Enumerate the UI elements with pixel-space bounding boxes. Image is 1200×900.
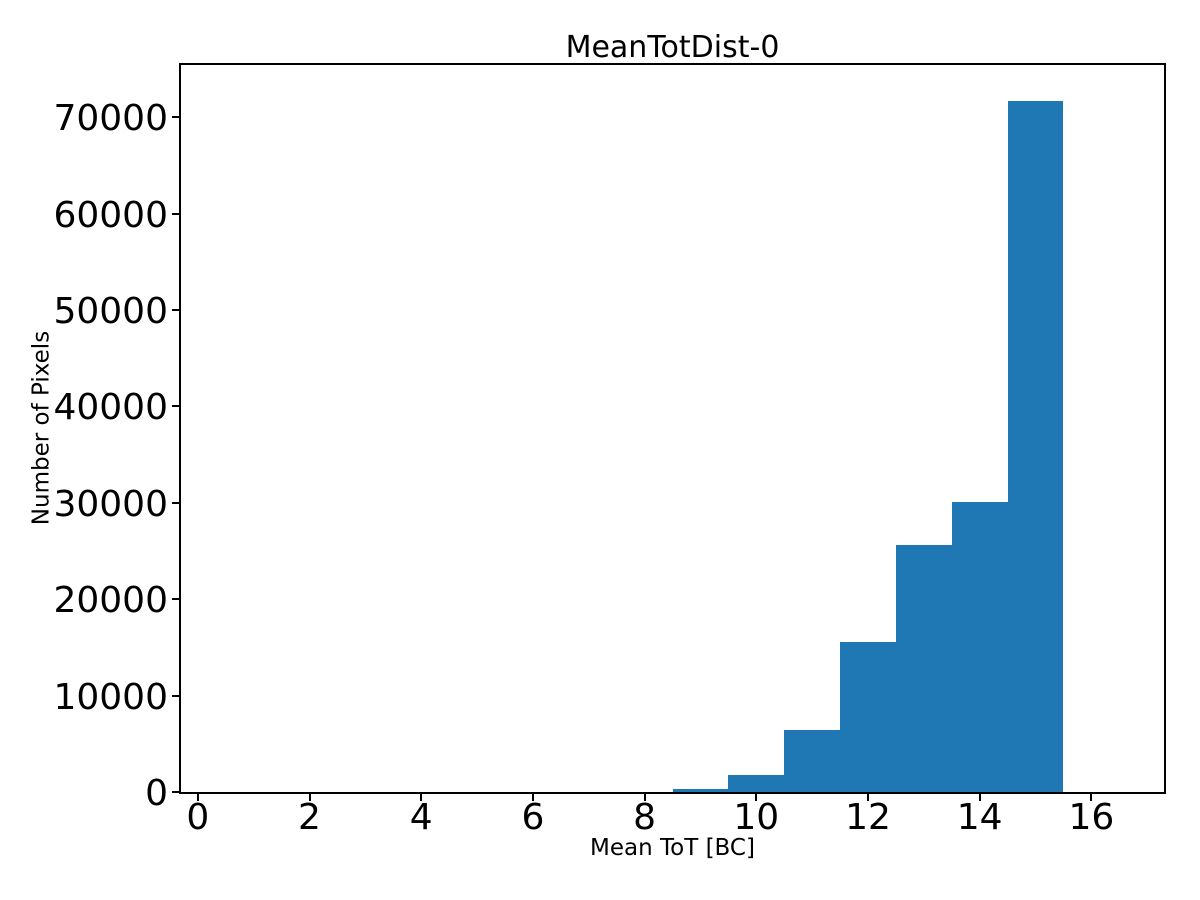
x-tick-mark (420, 794, 423, 801)
x-axis-label: Mean ToT [BC] (590, 835, 755, 861)
x-tick-label: 16 (1068, 797, 1115, 838)
y-tick-mark (172, 116, 179, 119)
x-tick-label: 2 (298, 797, 321, 838)
y-tick-mark (172, 694, 179, 697)
histogram-bar (895, 544, 952, 792)
x-tick-mark (643, 794, 646, 801)
histogram-bar (1007, 101, 1064, 792)
x-tick-mark (978, 794, 981, 801)
y-tick-label: 70000 (53, 98, 168, 140)
y-tick-label: 60000 (53, 194, 168, 236)
chart-title: MeanTotDist-0 (565, 30, 780, 65)
histogram-bar (672, 789, 729, 792)
histogram-bar (728, 775, 785, 792)
y-tick-mark (172, 212, 179, 215)
x-tick-mark (308, 794, 311, 801)
y-tick-mark (172, 501, 179, 504)
x-tick-mark (1090, 794, 1093, 801)
histogram-bar (840, 642, 896, 792)
histogram-bar (784, 729, 841, 792)
x-tick-mark (531, 794, 534, 801)
x-tick-label: 0 (186, 797, 210, 838)
y-axis-label: Number of Pixels (28, 330, 55, 526)
y-tick-mark (172, 405, 179, 408)
y-tick-label: 20000 (53, 580, 168, 622)
y-tick-mark (172, 308, 179, 311)
x-tick-mark (755, 794, 758, 801)
y-tick-label: 30000 (53, 483, 168, 525)
y-tick-mark (172, 598, 179, 601)
y-tick-label: 40000 (53, 387, 168, 429)
x-tick-mark (867, 794, 869, 801)
x-tick-label: 4 (409, 797, 433, 838)
x-tick-label: 12 (845, 797, 891, 838)
histogram-bar (951, 502, 1008, 792)
x-tick-label: 14 (956, 797, 1003, 838)
y-tick-label: 50000 (53, 290, 168, 332)
y-tick-label: 10000 (53, 676, 168, 718)
y-tick-mark (172, 791, 179, 793)
x-tick-label: 10 (733, 797, 780, 838)
y-tick-label: 0 (145, 773, 168, 814)
x-tick-mark (196, 794, 199, 801)
x-tick-label: 6 (521, 797, 545, 838)
x-tick-label: 8 (633, 797, 657, 838)
